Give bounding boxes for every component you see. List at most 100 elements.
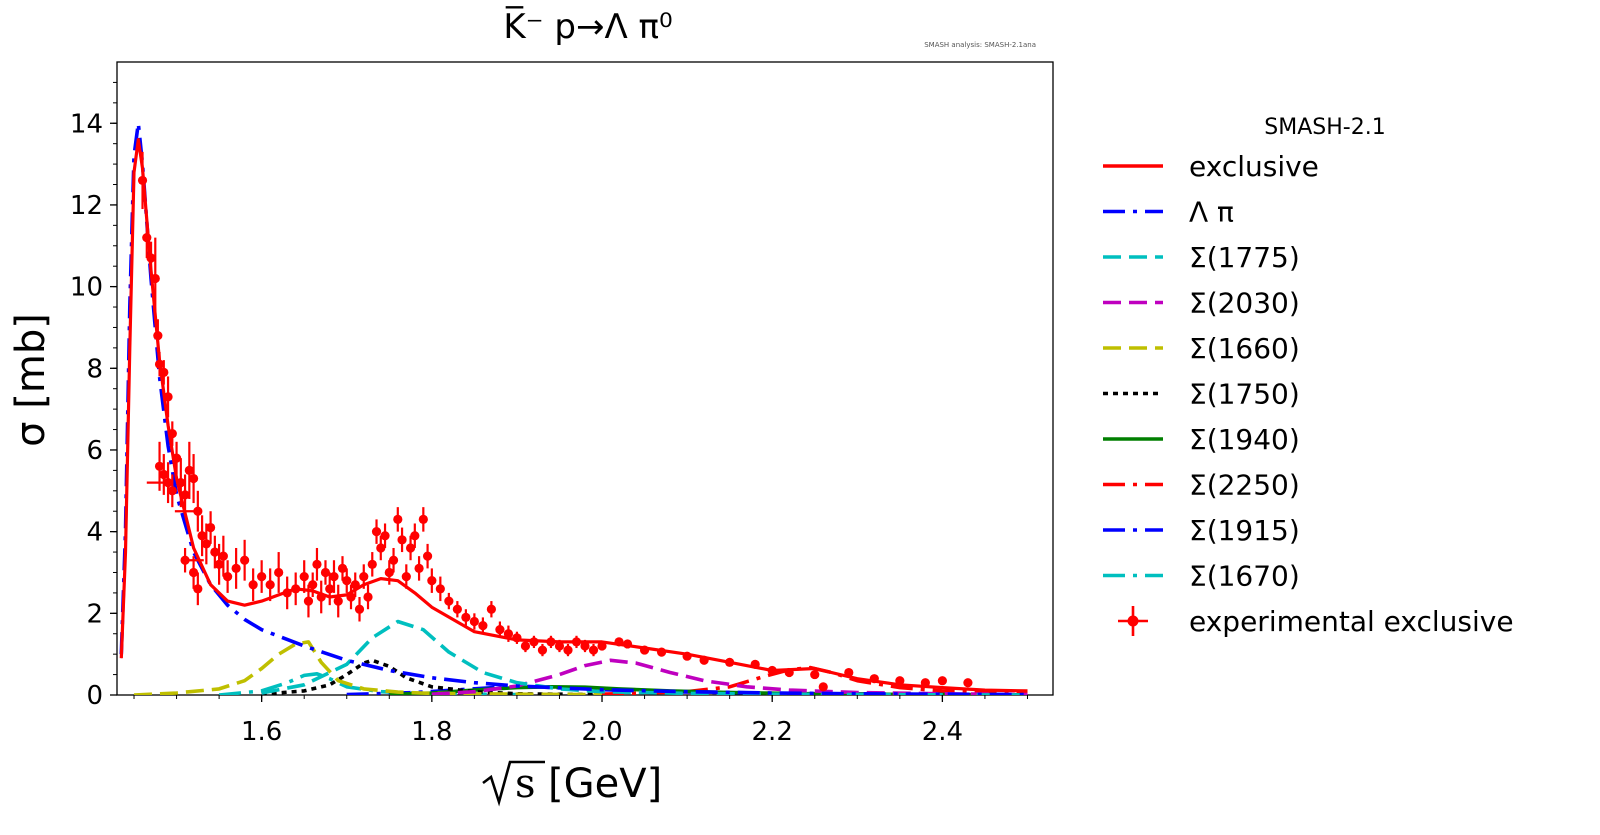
data-point xyxy=(537,645,548,655)
data-point xyxy=(512,633,522,643)
data-point xyxy=(469,616,479,627)
data-point xyxy=(265,580,275,590)
data-point xyxy=(354,604,365,614)
data-point xyxy=(257,571,267,582)
series-line-0 xyxy=(119,138,1028,693)
data-point xyxy=(146,253,156,263)
data-point xyxy=(363,592,373,602)
legend-label: Σ(1670) xyxy=(1189,560,1300,593)
legend-title: SMASH-2.1 xyxy=(1264,115,1385,140)
data-point xyxy=(461,612,471,623)
data-point xyxy=(367,559,377,569)
series-line-exclusive-thin xyxy=(120,139,1028,692)
data-point xyxy=(371,527,382,537)
data-point xyxy=(163,478,173,488)
data-point xyxy=(282,588,292,598)
data-point xyxy=(486,604,496,614)
y-tick-label: 12 xyxy=(70,191,103,221)
legend-swatch-marker xyxy=(1127,615,1139,627)
legend-label: experimental exclusive xyxy=(1189,605,1514,638)
data-point xyxy=(393,514,403,524)
data-point xyxy=(588,645,599,655)
data-point xyxy=(154,461,165,471)
x-tick-label: 2.0 xyxy=(581,717,622,747)
y-tick-label: 0 xyxy=(86,681,103,711)
chart-title: K̅⁻ p→Λ π⁰ xyxy=(503,6,672,47)
data-point xyxy=(401,571,411,582)
series-line-2 xyxy=(261,619,1028,695)
data-point xyxy=(163,392,173,402)
data-point xyxy=(750,659,760,669)
y-tick-label: 4 xyxy=(86,518,103,548)
data-point xyxy=(159,367,169,377)
legend: SMASH-2.1 exclusive Λ π Σ(1775) Σ(2030) Σ(16… xyxy=(1103,115,1514,638)
data-point xyxy=(159,469,169,480)
data-point xyxy=(329,571,339,582)
y-tick-label: 2 xyxy=(86,599,103,629)
data-point xyxy=(818,682,828,692)
data-point xyxy=(725,657,735,667)
data-point xyxy=(478,620,488,631)
x-tick-label: 1.8 xyxy=(411,717,452,747)
legend-label: Σ(1940) xyxy=(1189,423,1300,456)
data-point xyxy=(869,674,879,684)
data-point xyxy=(188,567,199,578)
data-point xyxy=(844,667,854,678)
data-point xyxy=(218,551,228,561)
data-point xyxy=(422,551,433,561)
data-point xyxy=(201,539,211,549)
x-tick-label: 1.6 xyxy=(241,717,282,747)
data-point xyxy=(346,592,356,602)
data-point xyxy=(325,584,335,594)
experimental-points xyxy=(137,151,973,692)
data-point xyxy=(316,592,326,602)
data-point xyxy=(529,637,539,647)
data-point xyxy=(414,563,424,574)
data-point xyxy=(299,571,309,582)
series-layer xyxy=(119,121,1028,695)
data-point xyxy=(580,641,590,651)
data-point xyxy=(597,641,607,651)
data-point xyxy=(167,429,177,439)
data-point xyxy=(520,641,531,651)
data-point xyxy=(153,331,163,341)
data-point xyxy=(563,645,573,655)
data-point xyxy=(380,531,390,541)
x-tick-label: 2.2 xyxy=(752,717,793,747)
data-point xyxy=(320,567,331,578)
data-point xyxy=(214,559,224,569)
data-point xyxy=(206,522,216,533)
data-point xyxy=(274,567,284,578)
data-point xyxy=(210,547,220,557)
data-point xyxy=(410,531,420,541)
legend-label: Σ(1775) xyxy=(1189,241,1300,274)
data-point xyxy=(197,531,207,541)
data-point xyxy=(503,629,514,639)
data-point xyxy=(546,637,556,647)
data-point xyxy=(388,555,399,565)
data-point xyxy=(920,678,930,688)
data-point xyxy=(188,473,199,484)
series-line-9 xyxy=(218,671,517,695)
data-point xyxy=(312,559,322,569)
legend-label: Σ(1660) xyxy=(1189,332,1300,365)
legend-label: Σ(1915) xyxy=(1189,514,1300,547)
data-point xyxy=(248,580,258,590)
data-point xyxy=(342,576,352,586)
data-point xyxy=(291,584,301,594)
data-point xyxy=(495,625,505,635)
data-point xyxy=(350,580,360,590)
data-point xyxy=(452,604,462,614)
x-axis-label-symbol: s xyxy=(515,761,536,807)
x-tick-label: 2.4 xyxy=(922,717,963,747)
y-tick-label: 10 xyxy=(70,273,103,303)
legend-label: exclusive xyxy=(1189,150,1319,183)
data-point xyxy=(784,667,794,678)
data-point xyxy=(384,567,394,578)
data-point xyxy=(150,273,160,284)
data-point xyxy=(240,555,250,565)
sqrt-sign xyxy=(482,760,545,807)
y-tick-label: 14 xyxy=(70,109,103,139)
data-point xyxy=(614,637,624,647)
data-point xyxy=(810,669,820,680)
